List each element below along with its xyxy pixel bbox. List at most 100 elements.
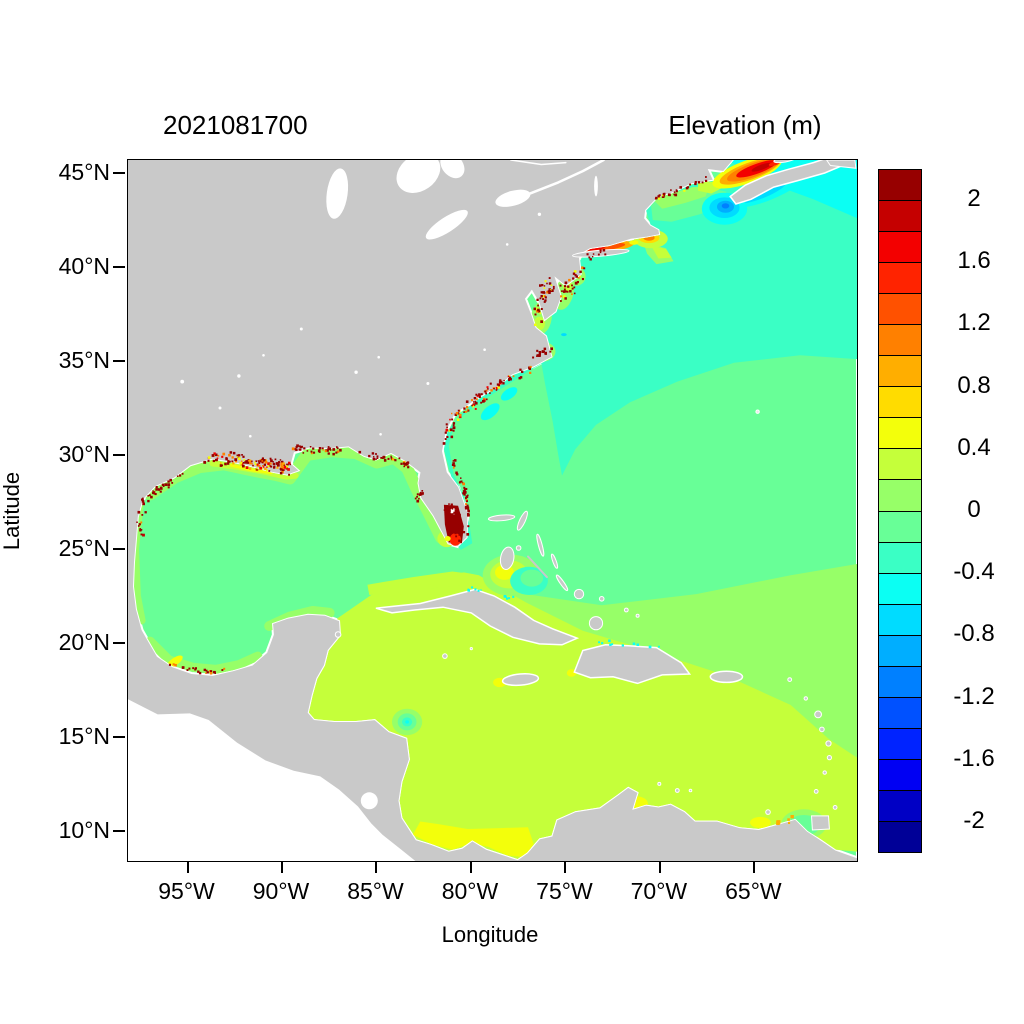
speckles-chesapeake	[533, 266, 586, 326]
colorbar-level	[879, 418, 921, 450]
island-andros	[499, 546, 515, 570]
colorbar-level	[879, 542, 921, 574]
colorbar-level	[879, 511, 921, 543]
speckles-tampa	[414, 490, 424, 503]
speckles-venezuela-orange	[776, 815, 794, 825]
x-tick-mark	[658, 861, 661, 873]
island-grand-bahama	[487, 514, 516, 522]
sc-coast-cyan2	[500, 387, 518, 401]
y-tick-mark	[113, 548, 125, 551]
georgian-bay	[440, 160, 465, 179]
campeche-fringe	[145, 636, 263, 674]
y-tick-label: 35°N	[58, 347, 110, 374]
colorbar-tick-label: -2	[963, 806, 985, 834]
colorbar-level	[879, 201, 921, 233]
speckles-texas	[136, 472, 184, 537]
colorbar-tick-label: 0.8	[957, 371, 991, 399]
colorbar-level	[879, 294, 921, 326]
colorbar-level	[879, 170, 921, 202]
small-lakes	[180, 212, 542, 810]
island-eleuthera	[536, 533, 545, 557]
bermuda	[755, 409, 760, 414]
x-tick-mark	[280, 861, 283, 873]
y-tick-mark	[113, 266, 125, 269]
x-tick-label: 80°W	[441, 878, 499, 904]
colombia-panama-high	[412, 821, 534, 858]
speckles-ga-carolinas	[442, 365, 532, 445]
island-dots-bahamas	[515, 545, 640, 631]
colorbar-level	[879, 387, 921, 419]
colorbar-tick-label: -0.8	[953, 620, 995, 648]
colorbar-level	[879, 697, 921, 729]
colorbar-tick-label: -1.2	[953, 682, 995, 710]
x-tick-label: 85°W	[347, 878, 404, 904]
colorbar-tick-label: -0.4	[953, 558, 995, 586]
plot-timestamp: 2021081700	[163, 110, 308, 140]
venezuela-high	[750, 816, 771, 829]
gulf-of-maine-b11	[652, 186, 710, 209]
colorbar-level	[879, 635, 921, 667]
colorbar-tick-label: -1.6	[953, 744, 995, 772]
speckles-ms-al	[291, 444, 342, 456]
lake-ontario	[495, 189, 531, 207]
nantucket-wedge-b10	[650, 245, 672, 259]
colorbar-level	[879, 573, 921, 605]
y-axis-label: Latitude	[0, 471, 24, 551]
speckles-long-island	[586, 248, 607, 261]
lake-huron	[396, 160, 441, 193]
colorbar-level	[879, 449, 921, 481]
y-tick-label: 40°N	[58, 253, 110, 280]
caribbean-sea	[308, 572, 857, 860]
colorbar-level	[879, 325, 921, 357]
chesapeake-b10	[533, 316, 546, 330]
colorbar-title: Elevation (m)	[668, 110, 822, 140]
y-tick-mark	[113, 642, 125, 645]
x-tick-mark	[186, 861, 189, 873]
y-tick-mark	[113, 736, 125, 739]
y-tick-mark	[113, 172, 125, 175]
exuma-chain	[527, 555, 548, 579]
y-tick-label: 20°N	[58, 629, 110, 656]
atlantic-north-band	[541, 160, 857, 476]
straits-of-florida	[367, 571, 474, 595]
y-tick-label: 30°N	[58, 441, 110, 468]
y-tick-mark	[113, 830, 125, 833]
y-tick-label: 45°N	[58, 159, 110, 186]
island-cape-breton	[825, 160, 857, 169]
y-tick-mark	[113, 454, 125, 457]
colorbar-tick-label: 0.4	[957, 433, 991, 461]
island-long-bahama	[555, 574, 569, 592]
island-dots-misc	[334, 631, 771, 815]
speckles-louisiana	[203, 451, 291, 476]
honduras-eddy-core	[405, 720, 409, 724]
colorbar-tick-label: 2	[967, 185, 981, 213]
island-puerto-rico	[709, 670, 744, 684]
colorbar-level	[879, 480, 921, 512]
everglades-yellow-dot	[444, 536, 451, 542]
speckles-campeche	[168, 663, 226, 675]
x-tick-label: 90°W	[252, 878, 310, 904]
li-sound-yellow	[629, 240, 639, 245]
lake-erie	[425, 209, 468, 240]
cyan-dots-cuba-north	[467, 586, 515, 600]
x-tick-label: 75°W	[536, 878, 593, 904]
map-plot	[127, 159, 858, 862]
y-tick-label: 25°N	[58, 535, 110, 562]
colorbar-tick-label: 1.2	[957, 309, 991, 337]
haiti-west-high	[566, 669, 577, 677]
x-tick-mark	[564, 861, 567, 873]
hatteras-cyan-fleck	[561, 333, 567, 337]
island-abaco	[516, 510, 528, 531]
colorbar	[878, 169, 922, 853]
y-tick-label: 10°N	[58, 817, 110, 844]
x-axis-label: Longitude	[441, 922, 539, 947]
x-tick-mark	[469, 861, 472, 873]
lake-champlain	[594, 175, 598, 197]
x-tick-mark	[753, 861, 756, 873]
island-cuba	[375, 588, 580, 646]
cyan-dots-hispaniola-north	[598, 639, 660, 649]
island-hispaniola	[573, 644, 692, 685]
lake-michigan	[326, 168, 349, 219]
x-tick-label: 95°W	[158, 878, 215, 904]
